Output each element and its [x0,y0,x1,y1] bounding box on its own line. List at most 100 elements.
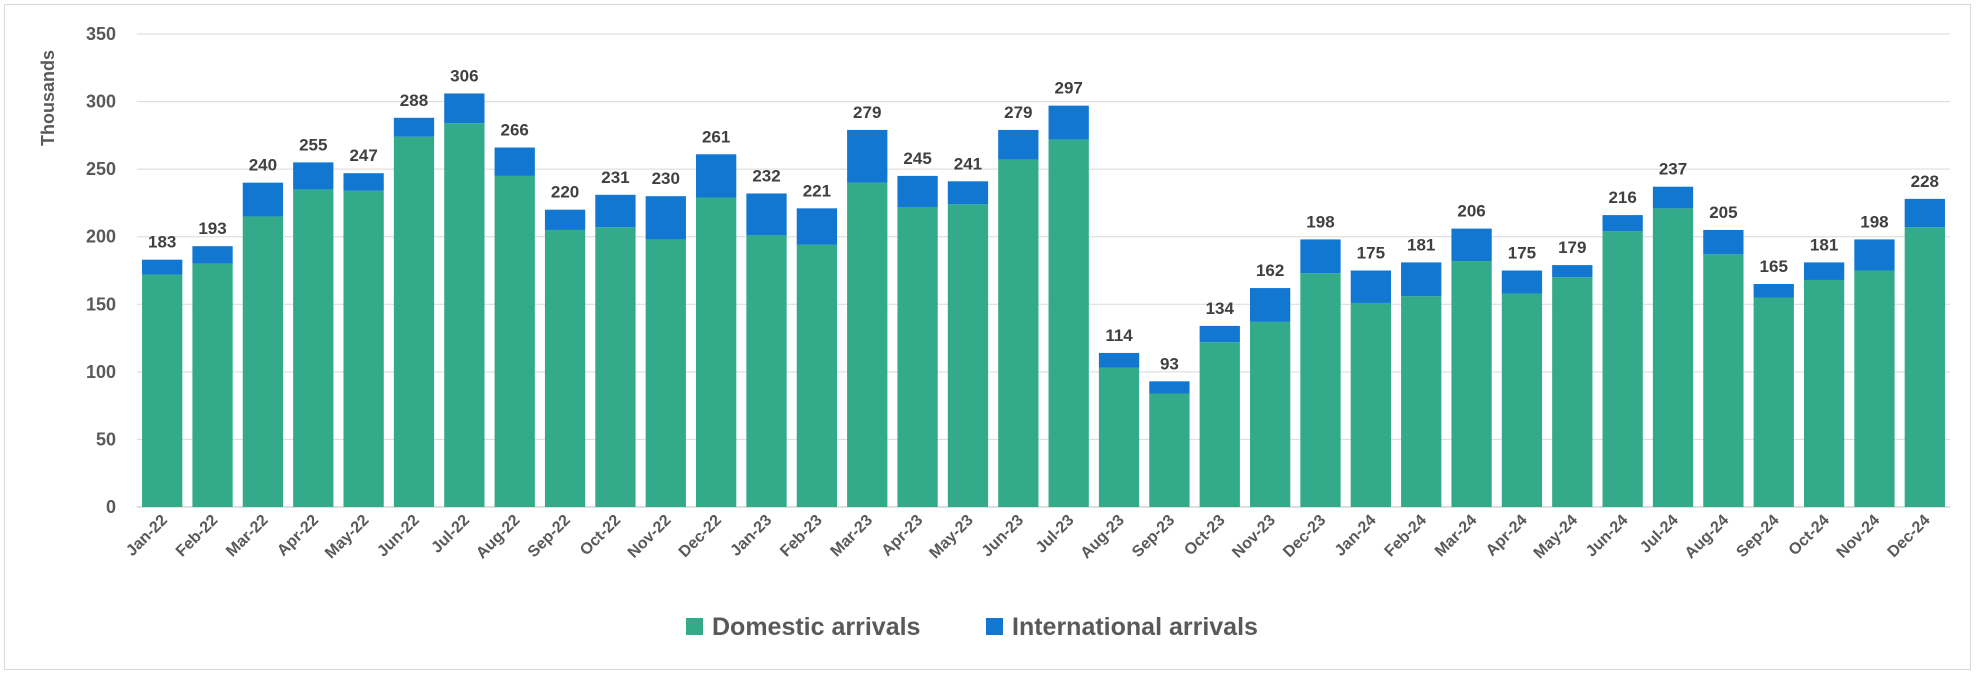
total-data-label: 231 [601,168,629,187]
bar-international [796,208,838,245]
bar-domestic [1350,302,1391,507]
x-tick-label: Jan-24 [1332,512,1380,560]
x-tick-label: Dec-23 [1280,512,1329,561]
bar-domestic [696,197,737,507]
chart-frame: 0 50 100 150 200 250 300 350 183 193 240 255 247 288… [4,4,1971,670]
bar-domestic [1098,367,1140,507]
x-tick-label: Aug-22 [473,512,523,562]
y-tick-label: 0 [106,497,116,517]
total-data-label: 220 [551,183,579,202]
bar-international [293,162,334,190]
bar-international [1048,105,1089,140]
x-tick-label: Sep-24 [1733,512,1782,561]
bar-international [1703,229,1744,255]
bar-international [1350,270,1391,303]
bar-domestic [1703,254,1744,507]
bar-international [1098,352,1140,368]
legend-label-international: International arrivals [1012,613,1258,641]
total-data-label: 198 [1860,212,1888,231]
bar-international [1753,284,1794,298]
x-tick-label: Jan-22 [123,512,171,560]
x-tick-label: Apr-24 [1483,512,1531,560]
total-data-label: 205 [1709,203,1737,222]
x-tick-label: Mar-24 [1432,512,1481,561]
legend-swatch-domestic [686,618,703,635]
bar-international [393,117,435,137]
y-tick-label: 50 [96,429,116,449]
x-tick-label: Feb-23 [777,512,826,561]
total-data-label: 93 [1160,354,1179,373]
x-tick-label: Nov-23 [1229,512,1279,562]
bar-domestic [1401,296,1442,507]
bar-international [1652,186,1694,209]
bar-domestic [242,216,284,507]
bar-international [142,259,183,275]
x-tick-label: Nov-22 [625,512,675,562]
bar-domestic [293,189,334,507]
total-data-label: 216 [1608,188,1636,207]
x-tick-label: Apr-22 [274,512,322,560]
x-tick-label: Jul-24 [1637,512,1682,557]
x-tick-label: Jun-23 [979,512,1028,561]
bar-international [1300,239,1341,274]
bar-international [897,175,938,207]
x-tick-label: Dec-24 [1885,512,1934,561]
bar-domestic [947,204,989,507]
bar-domestic [1300,273,1341,507]
bar-domestic [1149,393,1190,507]
bar-domestic [494,175,535,507]
y-tick-label: 300 [86,92,116,112]
y-axis-ticks: 0 50 100 150 200 250 300 350 [86,24,116,517]
total-data-label: 221 [803,181,831,200]
bar-international [242,182,284,217]
bar-domestic [393,136,435,508]
bar-domestic [1501,293,1543,507]
y-axis-title: Thousands [38,50,58,146]
bar-international [1199,325,1240,343]
total-data-label: 114 [1105,326,1133,345]
bar-international [1803,262,1845,280]
bar-international [696,154,737,198]
bar-international [746,193,787,236]
total-data-label: 232 [752,166,780,185]
bar-domestic [1753,297,1794,507]
x-tick-label: Sep-23 [1129,512,1178,561]
x-tick-label: Dec-22 [676,512,725,561]
x-tick-label: Oct-22 [577,512,624,559]
total-data-label: 181 [1407,235,1435,254]
bar-domestic [142,274,183,507]
total-data-label: 240 [249,156,277,175]
bar-international [343,173,384,191]
total-data-label: 183 [148,233,176,252]
bar-domestic [1249,321,1291,507]
bar-international [847,129,888,183]
total-data-label: 198 [1306,212,1334,231]
bar-domestic [847,182,888,507]
y-tick-label: 350 [86,24,116,44]
x-tick-label: Oct-23 [1181,512,1228,559]
bar-international [1149,381,1190,394]
x-tick-label: May-24 [1531,512,1581,562]
bar-international [1249,288,1291,322]
y-tick-label: 250 [86,159,116,179]
x-tick-label: Nov-24 [1834,512,1884,562]
bar-international [1552,265,1593,278]
total-data-label: 255 [299,135,327,154]
bar-domestic [897,206,938,508]
x-tick-label: May-22 [322,512,372,562]
total-data-label: 261 [702,127,730,146]
bar-international [192,246,233,264]
bar-domestic [343,190,384,507]
legend-label-domestic: Domestic arrivals [712,613,920,641]
gridlines [137,33,1950,508]
bar-domestic [1803,279,1845,507]
x-tick-label: Jun-22 [374,512,423,561]
x-tick-label: Mar-22 [223,512,272,561]
legend: Domestic arrivals International arrivals [686,613,1258,641]
stacked-bar-chart: 0 50 100 150 200 250 300 350 183 193 240 255 247 288… [38,24,1950,641]
x-tick-label: Jul-23 [1033,512,1078,557]
bar-international [1501,270,1543,294]
x-tick-label: Aug-24 [1682,512,1732,562]
bar-domestic [192,263,233,507]
total-data-label: 179 [1558,238,1586,257]
